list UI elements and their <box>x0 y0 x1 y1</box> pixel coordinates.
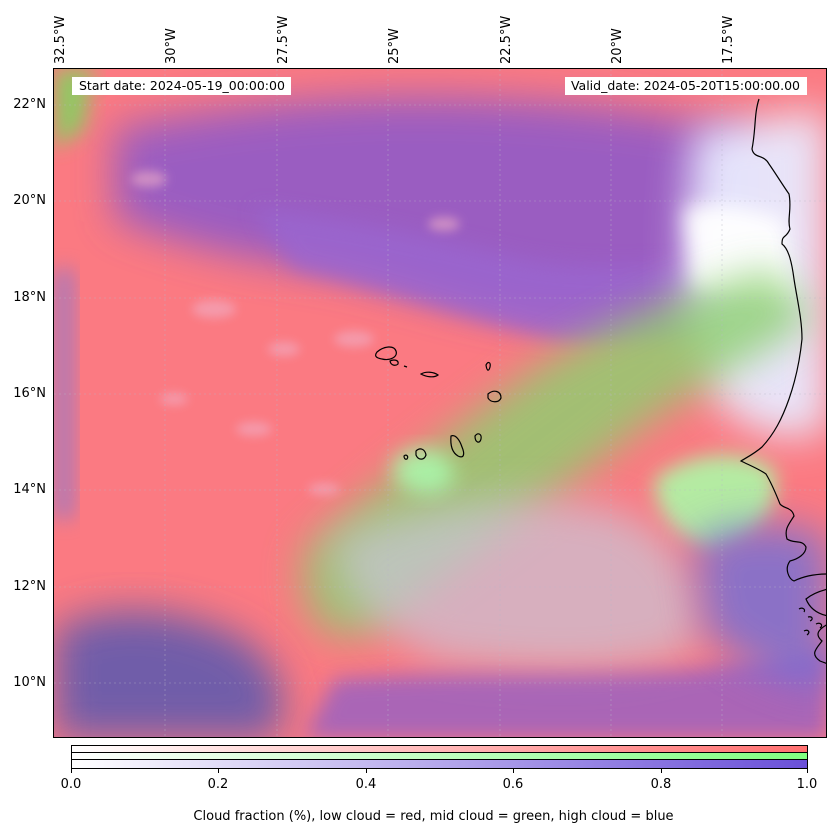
map-canvas <box>54 69 826 737</box>
africa-coastline <box>739 98 826 582</box>
island-santiago <box>450 435 465 458</box>
island-sao-nicolau <box>419 371 440 378</box>
colorbar <box>71 745 808 769</box>
colorbar-tick-0: 0.0 <box>60 777 82 792</box>
lon-label-17-5w: 17.5°W <box>721 15 736 64</box>
start-date-label: Start date: 2024-05-19_00:00:00 <box>72 77 291 95</box>
colorbar-tick-1: 1.0 <box>796 777 818 792</box>
lon-label-20w: 20°W <box>610 28 625 64</box>
coastlines <box>375 98 826 664</box>
colorbar-label: Cloud fraction (%), low cloud = red, mid… <box>193 809 674 824</box>
lon-label-32-5w: 32.5°W <box>53 15 68 64</box>
island-santa-luzia <box>403 365 408 368</box>
colorbar-mid-cloud <box>72 753 807 760</box>
colorbar-high-cloud <box>72 760 807 768</box>
island-fogo <box>415 448 427 460</box>
high-cloud-north <box>114 96 754 321</box>
colorbar-tick-0-6: 0.6 <box>502 777 524 792</box>
island-sao-vicente <box>389 359 399 366</box>
colorbar-tick-0-8: 0.8 <box>650 777 672 792</box>
colorbar-low-cloud <box>72 746 807 753</box>
lat-label-18n: 18°N <box>13 290 46 305</box>
island-sal <box>485 361 491 371</box>
lat-label-14n: 14°N <box>13 482 46 497</box>
lat-label-16n: 16°N <box>13 386 46 401</box>
lon-label-30w: 30°W <box>164 28 179 64</box>
colorbar-tick-0-2: 0.2 <box>207 777 229 792</box>
lon-label-25w: 25°W <box>387 28 402 64</box>
bijagos-islands <box>798 607 823 636</box>
valid-date-label: Valid_date: 2024-05-20T15:00:00.00 <box>564 77 807 95</box>
island-santo-antao <box>375 346 397 361</box>
island-boa-vista <box>487 390 502 403</box>
high-cloud-south-band <box>305 649 826 737</box>
high-cloud-sw <box>54 610 284 737</box>
lat-label-12n: 12°N <box>13 579 46 594</box>
high-cloud-north-2 <box>254 209 744 344</box>
lat-label-20n: 20°N <box>13 193 46 208</box>
lon-label-22-5w: 22.5°W <box>499 15 514 64</box>
cloud-fraction-map: Start date: 2024-05-19_00:00:00 Valid_da… <box>53 68 827 738</box>
africa-coastline-south <box>805 588 826 664</box>
lat-label-10n: 10°N <box>13 675 46 690</box>
island-maio <box>474 433 482 443</box>
lon-label-27-5w: 27.5°W <box>276 15 291 64</box>
island-brava <box>403 454 409 460</box>
lat-label-22n: 22°N <box>13 97 46 112</box>
graticule <box>54 69 826 737</box>
cloud-field <box>54 69 826 737</box>
cloud-speckles <box>131 171 460 495</box>
high-cloud-se <box>694 524 826 689</box>
mid-cloud-island <box>394 448 454 494</box>
mixed-cloud-south <box>334 499 700 669</box>
colorbar-tick-0-4: 0.4 <box>355 777 377 792</box>
